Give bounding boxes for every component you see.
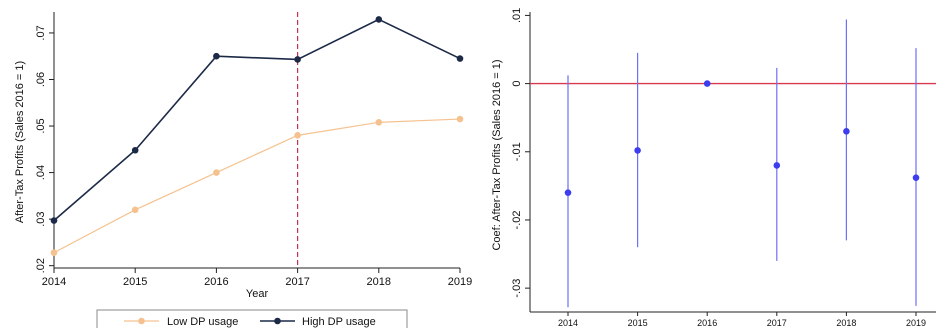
data-point-low-dp: [131, 206, 139, 214]
right-y-tick-label: 0: [511, 81, 523, 87]
data-point-high-dp: [213, 52, 220, 60]
data-point-low-dp: [294, 132, 301, 139]
right-y-tick-label: .01: [511, 8, 523, 23]
left-x-axis-label: Year: [246, 288, 269, 300]
left-x-tick-label: 2017: [285, 276, 309, 288]
left-x-tick-label: 2015: [123, 276, 147, 288]
legend-swatch-high-marker: [274, 317, 281, 325]
coefficient-point: [912, 174, 920, 181]
coefficient-point: [564, 189, 572, 196]
data-point-low-dp: [50, 249, 58, 256]
data-point-high-dp: [50, 217, 58, 224]
coefficient-point: [843, 128, 850, 135]
left-chart: .02 .03 .04 .05 .06 .07 2014 2015 2016 2017 2018 20…: [0, 0, 480, 333]
legend-label-low: Low DP usage: [167, 316, 238, 328]
left-y-tick-label: .05: [35, 118, 47, 133]
data-point-high-dp: [294, 56, 301, 63]
series-line-low-dp: [53, 118, 461, 254]
coefficient-point: [634, 147, 641, 154]
data-point-high-dp: [456, 55, 464, 62]
right-y-tick-label: -.03: [511, 279, 523, 298]
right-x-tick-label: 2017: [767, 318, 787, 328]
left-chart-background: [0, 0, 480, 328]
left-y-tick-label: .06: [35, 72, 47, 87]
right-axes: -.03 -.02 -.01 0 .01 2014 2015 2016 2017 2018 2019: [511, 8, 936, 328]
left-x-tick-label: 2019: [448, 276, 472, 288]
coefficient-point: [703, 80, 711, 87]
right-x-tick-label: 2015: [628, 318, 648, 328]
left-marks: [50, 12, 464, 268]
legend-box: [96, 309, 408, 333]
left-y-tick-label: .07: [35, 25, 47, 40]
data-point-low-dp: [375, 119, 383, 126]
data-point-high-dp: [375, 16, 383, 23]
right-chart: -.03 -.02 -.01 0 .01 2014 2015 2016 2017 2018 2019…: [491, 8, 936, 328]
left-x-tick-label: 2014: [42, 276, 66, 288]
right-y-axis-label: Coef: After-Tax Profits (Sales 2016 = 1): [491, 59, 503, 250]
right-y-tick-label: -.01: [511, 142, 523, 161]
legend-label-high: High DP usage: [302, 316, 376, 328]
data-point-low-dp: [213, 169, 220, 176]
left-y-tick-label: .02: [35, 258, 47, 273]
left-y-tick-label: .03: [35, 211, 47, 226]
left-x-tick-label: 2016: [204, 276, 228, 288]
left-y-axis-label: After-Tax Profits (Sales 2016 = 1): [14, 61, 26, 223]
coefficient-point: [773, 162, 781, 169]
data-point-high-dp: [131, 146, 139, 154]
right-marks: [530, 19, 936, 308]
right-x-tick-label: 2016: [697, 318, 717, 328]
right-x-tick-label: 2018: [836, 318, 856, 328]
left-x-tick-label: 2018: [367, 276, 391, 288]
left-axes: .02 .03 .04 .05 .06 .07 2014 2015 2016 2017 2018 20…: [35, 12, 472, 288]
right-x-tick-label: 2019: [906, 318, 926, 328]
legend: Low DP usage High DP usage: [96, 309, 408, 333]
data-point-low-dp: [456, 115, 464, 123]
left-y-tick-label: .04: [35, 165, 47, 180]
legend-swatch-low-marker: [138, 317, 145, 325]
right-x-tick-label: 2014: [558, 318, 578, 328]
right-y-tick-label: -.02: [511, 210, 523, 229]
series-line-high-dp: [53, 18, 461, 222]
